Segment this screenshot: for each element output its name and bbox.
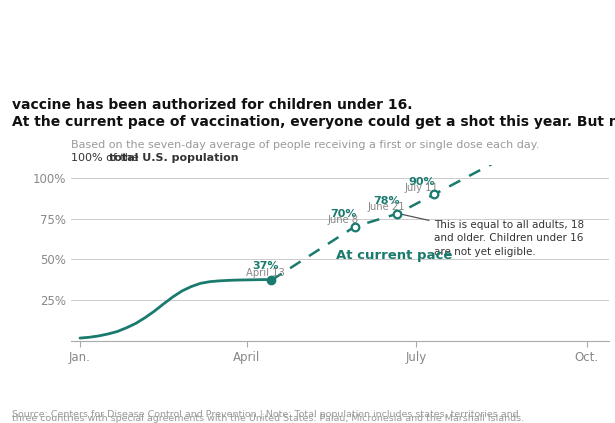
Text: 37%: 37%: [252, 261, 279, 272]
Text: total U.S. population: total U.S. population: [109, 153, 239, 163]
Text: 70%: 70%: [330, 209, 357, 220]
Text: Based on the seven-day average of people receiving a first or single dose each d: Based on the seven-day average of people…: [71, 140, 539, 150]
Text: vaccine has been authorized for children under 16.: vaccine has been authorized for children…: [12, 98, 413, 112]
Text: 100% of the: 100% of the: [71, 153, 142, 163]
Text: At current pace: At current pace: [336, 250, 453, 263]
Text: July 11: July 11: [405, 183, 438, 193]
Text: 90%: 90%: [408, 177, 435, 187]
Text: June 8: June 8: [328, 215, 359, 225]
Text: June 21: June 21: [367, 203, 405, 212]
Text: At the current pace of vaccination, everyone could get a shot this year. But no: At the current pace of vaccination, ever…: [12, 115, 615, 129]
Text: three countries with special agreements with the United States: Palau, Micronesi: three countries with special agreements …: [12, 414, 525, 423]
Text: 78%: 78%: [373, 196, 400, 206]
Text: Source: Centers for Disease Control and Prevention | Note: Total population incl: Source: Centers for Disease Control and …: [12, 410, 519, 419]
Text: April 13: April 13: [246, 268, 285, 278]
Text: This is equal to all adults, 18
and older. Children under 16
are not yet eligibl: This is equal to all adults, 18 and olde…: [402, 214, 584, 257]
